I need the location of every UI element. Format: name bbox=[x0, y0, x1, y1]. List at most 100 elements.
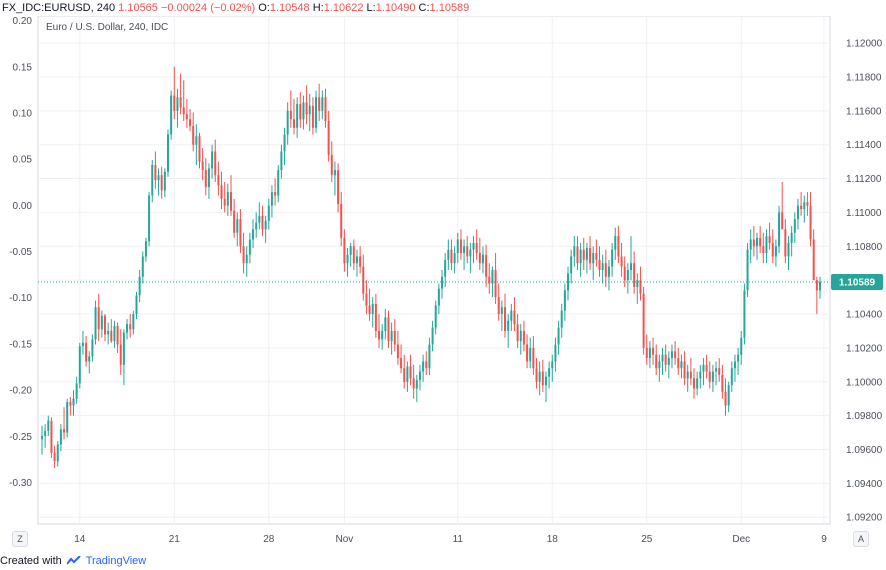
candle bbox=[718, 358, 721, 382]
current-price-line: 1.10589 bbox=[38, 274, 883, 291]
left-axis[interactable]: 0.20 0.15 0.10 0.05 0.00 -0.05 -0.10 -0.15 -0.20… bbox=[9, 16, 32, 489]
right-tick-label: 1.09400 bbox=[846, 479, 883, 490]
price-label-text: 1.10589 bbox=[839, 278, 876, 289]
candle bbox=[705, 354, 708, 379]
high-label: H: bbox=[312, 2, 324, 14]
candle bbox=[415, 374, 418, 403]
candle bbox=[664, 344, 667, 372]
candle bbox=[686, 364, 689, 392]
close-label: C: bbox=[418, 2, 430, 14]
candle bbox=[790, 225, 793, 257]
candle bbox=[567, 266, 570, 301]
candlestick-chart[interactable]: 0.20 0.15 0.10 0.05 0.00 -0.05 -0.10 -0.15 -0.20… bbox=[0, 16, 886, 553]
candle bbox=[207, 163, 210, 199]
candle bbox=[113, 320, 116, 348]
candle bbox=[595, 239, 598, 267]
candle bbox=[614, 227, 617, 260]
candle bbox=[535, 358, 538, 389]
candle bbox=[396, 330, 399, 365]
candle bbox=[740, 330, 743, 365]
candle bbox=[478, 237, 481, 270]
candle bbox=[409, 354, 412, 386]
candle bbox=[343, 229, 346, 272]
candle bbox=[630, 236, 633, 281]
candle bbox=[217, 161, 220, 196]
candle bbox=[526, 334, 529, 369]
x-tick-label: 18 bbox=[547, 534, 559, 545]
candle bbox=[340, 192, 343, 247]
candle bbox=[570, 249, 573, 284]
candle bbox=[381, 324, 384, 350]
left-tick-label: -0.25 bbox=[9, 432, 32, 443]
candle bbox=[321, 90, 324, 120]
candle bbox=[784, 219, 787, 264]
last-price: 1.10565 bbox=[118, 2, 158, 14]
candle bbox=[211, 144, 214, 179]
candle bbox=[378, 314, 381, 348]
candle bbox=[617, 225, 620, 264]
candle bbox=[743, 283, 746, 345]
candle bbox=[280, 144, 283, 179]
candle bbox=[752, 225, 755, 257]
candle bbox=[286, 102, 289, 145]
candle bbox=[176, 88, 179, 128]
candle bbox=[592, 246, 595, 281]
right-tick-label: 1.11800 bbox=[846, 72, 882, 83]
candle bbox=[308, 93, 311, 132]
candle bbox=[658, 354, 661, 382]
candle bbox=[589, 236, 592, 270]
right-tick-label: 1.11000 bbox=[846, 208, 882, 219]
candle bbox=[585, 242, 588, 274]
candle bbox=[598, 246, 601, 277]
right-tick-label: 1.10200 bbox=[846, 343, 883, 354]
candle bbox=[522, 320, 525, 352]
candle bbox=[233, 198, 236, 238]
left-tick-label: 0.00 bbox=[13, 201, 33, 212]
candle bbox=[182, 80, 185, 121]
candle bbox=[611, 242, 614, 277]
zoom-corner-button[interactable]: Z bbox=[12, 531, 28, 547]
candle bbox=[500, 300, 503, 331]
auto-scale-button[interactable]: A bbox=[853, 531, 869, 547]
candle bbox=[403, 354, 406, 389]
candle bbox=[418, 364, 421, 391]
candle bbox=[582, 237, 585, 270]
left-tick-label: 0.15 bbox=[13, 62, 33, 73]
candle bbox=[532, 336, 535, 375]
right-axis[interactable]: 1.12000 1.11800 1.11600 1.11400 1.11200 1.110… bbox=[846, 39, 883, 524]
candle bbox=[387, 310, 390, 348]
candle bbox=[812, 229, 815, 281]
high-value: 1.10622 bbox=[323, 2, 364, 14]
symbol-label[interactable]: FX_IDC:EURUSD, 240 bbox=[2, 2, 116, 14]
candle bbox=[393, 319, 396, 352]
candle bbox=[129, 314, 132, 338]
x-tick-label: 25 bbox=[641, 534, 653, 545]
right-tick-label: 1.11600 bbox=[846, 106, 882, 117]
left-tick-label: -0.30 bbox=[9, 478, 32, 489]
candle bbox=[481, 246, 484, 274]
candle bbox=[311, 97, 314, 135]
candle bbox=[69, 397, 72, 416]
candle bbox=[453, 246, 456, 274]
candle bbox=[179, 73, 182, 115]
candle bbox=[447, 239, 450, 270]
candle bbox=[636, 273, 639, 304]
candle bbox=[554, 337, 557, 372]
candle bbox=[63, 407, 66, 440]
candle bbox=[519, 324, 522, 355]
candle bbox=[355, 249, 358, 277]
candle bbox=[680, 354, 683, 379]
candle bbox=[157, 168, 160, 196]
candle bbox=[248, 232, 251, 264]
candle bbox=[661, 347, 664, 375]
candle bbox=[746, 242, 749, 298]
x-axis[interactable]: 14 21 28 Nov 11 18 25 Dec 9 bbox=[74, 534, 827, 545]
candle bbox=[642, 286, 645, 355]
candle bbox=[721, 364, 724, 399]
tradingview-brand[interactable]: TradingView bbox=[85, 555, 147, 567]
price-change: −0.00024 (−0.02%) bbox=[160, 2, 256, 14]
candle bbox=[81, 330, 84, 355]
plot-frame bbox=[37, 16, 831, 525]
candle bbox=[85, 336, 88, 367]
candle bbox=[75, 376, 78, 404]
